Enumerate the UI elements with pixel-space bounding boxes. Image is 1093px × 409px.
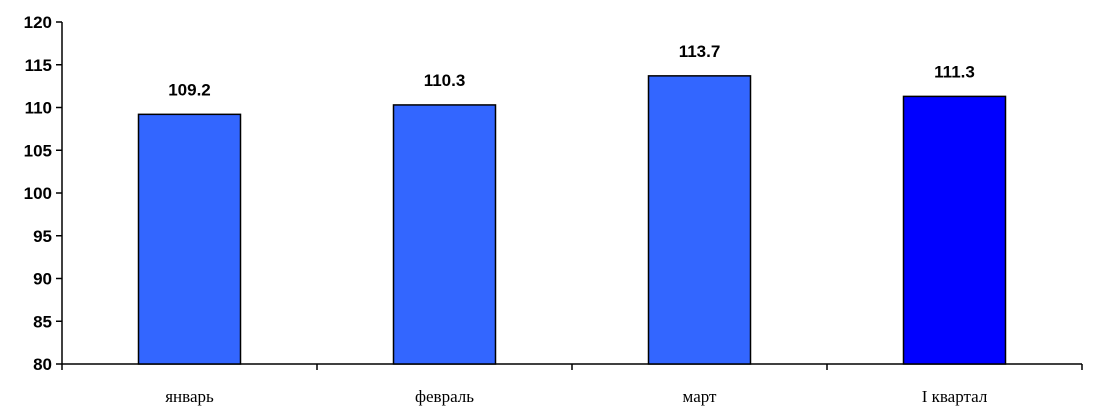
data-label-4: 111.3	[934, 62, 975, 81]
y-tick-label: 80	[33, 355, 52, 374]
bar-4	[902, 95, 1007, 365]
y-tick-label: 85	[33, 312, 52, 331]
bar-2	[392, 104, 497, 365]
data-label-1: 109.2	[168, 80, 211, 99]
labels: 109.2 январь 110.3 февраль 113.7 март 111.3 I к…	[165, 42, 988, 406]
bars	[137, 75, 1007, 365]
y-tick-label: 95	[33, 227, 52, 246]
y-tick-label: 105	[24, 141, 52, 160]
data-label-2: 110.3	[424, 71, 466, 90]
data-label-3: 113.7	[679, 42, 721, 61]
x-category-label: март	[683, 387, 717, 406]
x-category-label: январь	[165, 387, 214, 406]
bar-3	[647, 75, 752, 365]
y-tick-label: 100	[24, 184, 52, 203]
y-tick-label: 110	[25, 99, 52, 118]
x-category-label: I квартал	[922, 387, 988, 406]
x-category-label: февраль	[415, 387, 474, 406]
y-tick-label: 115	[25, 56, 52, 75]
bar-1	[137, 113, 242, 365]
y-tick-label: 120	[24, 13, 52, 32]
y-tick-label: 90	[33, 270, 52, 289]
